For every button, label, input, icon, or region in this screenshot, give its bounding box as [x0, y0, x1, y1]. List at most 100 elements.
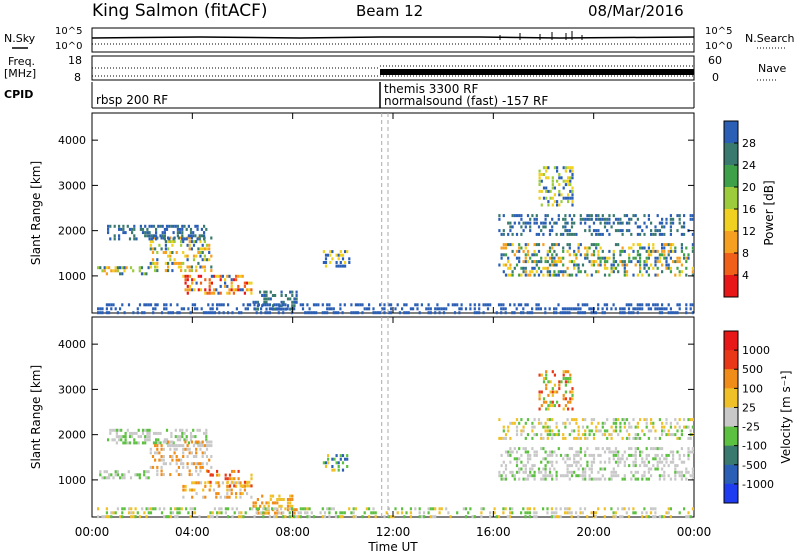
echo-cell — [160, 444, 163, 448]
echo-cell — [172, 224, 175, 228]
echo-cell — [160, 236, 163, 240]
echo-cell — [183, 224, 186, 228]
echo-cell — [533, 243, 536, 247]
x-axis-label: Time UT — [367, 540, 418, 554]
echo-cell — [533, 433, 536, 437]
echo-cell — [540, 404, 543, 408]
echo-cell — [165, 303, 168, 307]
echo-cell — [245, 492, 249, 496]
echo-cell — [568, 447, 571, 451]
echo-cell — [169, 444, 172, 448]
echo-cell — [544, 457, 547, 461]
echo-cell — [293, 304, 296, 308]
echo-cell — [568, 470, 571, 474]
echo-cell — [619, 421, 622, 425]
echo-cell — [691, 270, 694, 274]
echo-cell — [119, 266, 122, 270]
echo-cell — [224, 284, 227, 288]
echo-cell — [546, 474, 549, 478]
echo-cell — [564, 166, 567, 170]
echo-cell — [228, 484, 232, 488]
echo-cell — [256, 511, 259, 515]
echo-cell — [654, 457, 657, 461]
echo-cell — [515, 464, 519, 468]
echo-cell — [445, 507, 448, 511]
echo-cell — [169, 251, 172, 254]
echo-cell — [647, 217, 650, 221]
echo-cell — [188, 288, 192, 292]
echo-cell — [685, 311, 688, 315]
echo-cell — [191, 281, 194, 285]
echo-cell — [255, 311, 258, 315]
echo-cell — [121, 476, 124, 480]
echo-cell — [205, 311, 208, 315]
echo-cell — [181, 227, 184, 231]
echo-cell — [623, 425, 626, 429]
echo-cell — [533, 450, 536, 454]
echo-cell — [522, 221, 525, 225]
echo-cell — [610, 450, 613, 454]
echo-cell — [590, 477, 593, 481]
echo-cell — [597, 263, 600, 267]
echo-cell — [246, 480, 249, 484]
echo-cell — [116, 269, 119, 273]
echo-cell — [199, 281, 203, 285]
echo-cell — [186, 288, 189, 292]
echo-cell — [568, 307, 571, 311]
echo-cell — [192, 234, 195, 238]
colorbar-swatch — [724, 143, 738, 166]
echo-cell — [553, 166, 556, 170]
echo-cell — [513, 457, 516, 461]
echo-cell — [131, 435, 134, 439]
echo-cell — [645, 515, 648, 519]
echo-cell — [595, 243, 598, 247]
echo-cell — [103, 470, 106, 474]
echo-cell — [597, 507, 600, 511]
echo-cell — [180, 261, 183, 265]
echo-cell — [672, 243, 675, 247]
colorbar-swatch — [724, 231, 738, 254]
echo-cell — [524, 270, 527, 274]
echo-cell — [160, 458, 163, 462]
freq-label-line1: Freq. — [8, 55, 35, 68]
echo-cell — [614, 511, 617, 515]
echo-cell — [507, 450, 510, 454]
echo-cell — [337, 311, 340, 315]
echo-cell — [219, 284, 222, 288]
echo-cell — [339, 303, 342, 307]
echo-cell — [123, 507, 126, 511]
echo-cell — [438, 311, 441, 315]
echo-cell — [197, 247, 200, 251]
echo-cell — [569, 196, 572, 200]
echo-cell — [148, 234, 151, 238]
echo-cell — [526, 249, 530, 253]
echo-cell — [290, 311, 294, 315]
echo-cell — [606, 429, 609, 433]
echo-cell — [643, 266, 646, 270]
echo-cell — [299, 511, 302, 515]
echo-cell — [232, 291, 235, 295]
echo-cell — [293, 300, 296, 304]
echo-cell — [498, 474, 501, 478]
echo-cell — [203, 234, 206, 238]
echo-cell — [245, 288, 249, 292]
echo-cell — [551, 370, 554, 374]
echo-cell — [551, 460, 554, 464]
echo-cell — [568, 507, 571, 511]
echo-cell — [205, 462, 209, 466]
echo-cell — [383, 303, 386, 307]
echo-cell — [520, 217, 523, 221]
echo-cell — [524, 221, 527, 225]
echo-cell — [603, 303, 606, 307]
echo-cell — [553, 404, 556, 408]
echo-cell — [522, 270, 525, 274]
echo-cell — [251, 507, 254, 511]
echo-cell — [548, 467, 552, 471]
echo-cell — [261, 494, 264, 498]
echo-cell — [550, 515, 553, 519]
echo-cell — [542, 457, 545, 461]
echo-cell — [636, 217, 639, 221]
echo-cell — [689, 214, 692, 218]
echo-cell — [546, 429, 549, 433]
echo-cell — [520, 418, 523, 422]
